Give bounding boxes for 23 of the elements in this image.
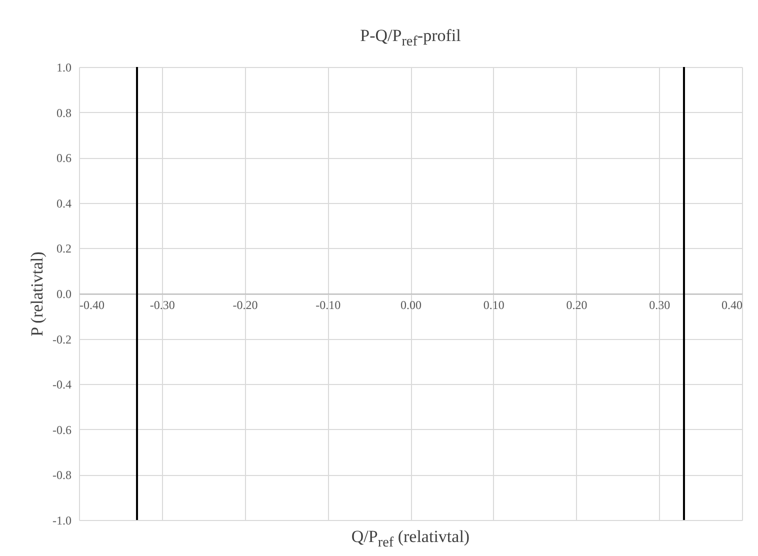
x-axis-title: Q/P$_{ref}$ (relativtal) xyxy=(350,527,471,552)
y-tick-label: -0.4 xyxy=(52,378,72,392)
y-tick-label: -0.8 xyxy=(52,468,72,482)
x-tick-label: 0.30 xyxy=(649,298,670,312)
x-tick-label: 0.40 xyxy=(722,298,742,312)
y-tick-label: 0.4 xyxy=(56,196,72,210)
x-tick-label: 0.00 xyxy=(400,298,422,312)
x-tick-label: -0.20 xyxy=(232,298,258,312)
y-tick-label: 0.6 xyxy=(56,151,72,166)
chart-title: P-Q/P$_{ref}$-profil xyxy=(359,26,462,50)
y-tick-label: 0.2 xyxy=(56,242,72,256)
x-tick-label: 0.20 xyxy=(566,298,588,312)
x-tick-label: -0.10 xyxy=(316,298,341,312)
y-tick-label: 1.0 xyxy=(56,60,72,74)
x-tick-label: 0.10 xyxy=(483,298,504,312)
y-tick-label: 0.8 xyxy=(56,106,72,120)
x-tick-label: -0.30 xyxy=(150,298,175,312)
y-axis-title: P (relativtal) xyxy=(28,252,47,336)
y-tick-label: -0.2 xyxy=(52,332,72,346)
x-tick-label: -0.40 xyxy=(80,298,104,312)
y-tick-label: 0.0 xyxy=(56,287,72,301)
y-tick-label: -1.0 xyxy=(52,514,72,528)
y-tick-label: -0.6 xyxy=(52,422,72,437)
